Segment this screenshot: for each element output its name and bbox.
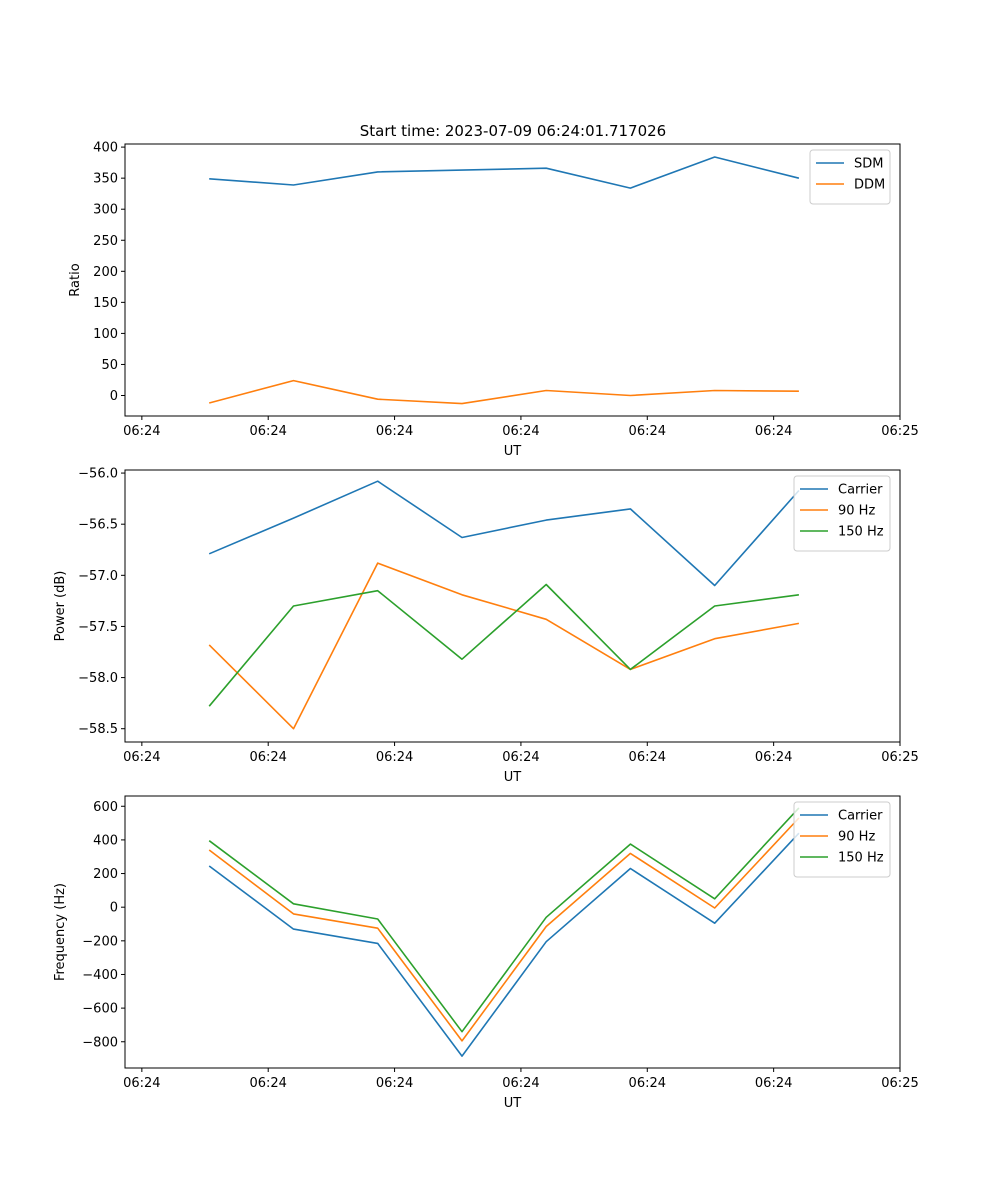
y-tick-label: 400 xyxy=(93,833,118,848)
legend: Carrier 90 Hz 150 Hz xyxy=(793,801,891,878)
x-tick-label: 06:24 xyxy=(376,750,413,765)
x-tick-label: 06:24 xyxy=(755,1076,792,1091)
y-tick-label: −57.5 xyxy=(78,620,118,635)
x-tick-label: 06:24 xyxy=(123,424,160,439)
series-line-carrier xyxy=(208,480,800,587)
x-tick-label: 06:24 xyxy=(123,750,160,765)
x-tick-label: 06:24 xyxy=(249,424,286,439)
x-tick-label: 06:24 xyxy=(376,1076,413,1091)
x-tick-label: 06:24 xyxy=(755,424,792,439)
x-tick-label: 06:24 xyxy=(502,1076,539,1091)
y-tick-label: 350 xyxy=(93,172,118,187)
x-tick-label: 06:24 xyxy=(502,750,539,765)
x-tick-label: 06:25 xyxy=(881,1076,918,1091)
y-tick-label: 0 xyxy=(110,389,118,404)
y-tick-label: −200 xyxy=(82,934,118,949)
series-line-150-hz xyxy=(208,807,800,1033)
x-axis-label: UT xyxy=(504,444,522,459)
plot-frame xyxy=(124,795,901,1069)
series-line-carrier xyxy=(208,832,800,1057)
y-tick-label: 50 xyxy=(101,358,118,373)
panel-3: −800 −600 −400 −200 0 200 400 600 06:24 06:24 06:2… xyxy=(53,795,919,1111)
y-tick-label: −57.0 xyxy=(78,569,118,584)
y-tick-label: −58.0 xyxy=(78,671,118,686)
x-tick-label: 06:24 xyxy=(629,750,666,765)
y-tick-label: 300 xyxy=(93,203,118,218)
x-axis-label: UT xyxy=(504,770,522,785)
y-tick-label: −800 xyxy=(82,1035,118,1050)
x-tick-label: 06:25 xyxy=(881,424,918,439)
x-axis-label: UT xyxy=(504,1096,522,1111)
y-tick-label: −56.5 xyxy=(78,518,118,533)
x-tick-label: 06:24 xyxy=(502,424,539,439)
plot-frame xyxy=(124,143,901,417)
panel-1: 0 50 100 150 200 250 300 350 400 06:24 06:24 06:24 0… xyxy=(68,141,919,459)
y-tick-label: 100 xyxy=(93,327,118,342)
series-line-ddm xyxy=(208,379,799,405)
y-tick-label: −58.5 xyxy=(78,722,118,737)
x-tick-label: 06:24 xyxy=(249,1076,286,1091)
y-axis-label: Power (dB) xyxy=(53,571,68,642)
legend-label: 150 Hz xyxy=(838,851,884,866)
plot-frame xyxy=(124,469,901,743)
legend-label: Carrier xyxy=(838,483,883,498)
panel-2: −58.5 −58.0 −57.5 −57.0 −56.5 −56.0 06:24 06:24… xyxy=(53,467,919,785)
y-axis-label: Frequency (Hz) xyxy=(53,883,68,981)
y-tick-label: 250 xyxy=(93,234,118,249)
figure-title: Start time: 2023-07-09 06:24:01.717026 xyxy=(360,122,666,140)
x-tick-label: 06:24 xyxy=(249,750,286,765)
y-axis-label: Ratio xyxy=(68,263,83,296)
legend-label: DDM xyxy=(854,178,885,193)
series-line-sdm xyxy=(209,156,800,189)
legend: Carrier 90 Hz 150 Hz xyxy=(793,475,891,552)
series-line-90-hz xyxy=(208,562,800,730)
y-tick-label: 150 xyxy=(93,296,118,311)
y-tick-label: 600 xyxy=(93,800,118,815)
y-tick-label: −600 xyxy=(82,1002,118,1017)
legend-frame xyxy=(793,801,891,878)
x-tick-label: 06:25 xyxy=(881,750,918,765)
legend-label: 150 Hz xyxy=(838,525,884,540)
y-tick-label: 400 xyxy=(93,141,118,156)
x-tick-label: 06:24 xyxy=(755,750,792,765)
y-tick-label: 200 xyxy=(93,867,118,882)
series-line-150-hz xyxy=(208,583,800,707)
x-tick-label: 06:24 xyxy=(123,1076,160,1091)
legend-frame xyxy=(793,475,891,552)
series-line-90-hz xyxy=(208,817,800,1042)
legend-label: Carrier xyxy=(838,809,883,824)
legend-label: SDM xyxy=(854,157,883,172)
x-tick-label: 06:24 xyxy=(376,424,413,439)
y-tick-label: 0 xyxy=(110,901,118,916)
x-tick-label: 06:24 xyxy=(629,424,666,439)
legend-label: 90 Hz xyxy=(838,830,875,845)
x-tick-label: 06:24 xyxy=(629,1076,666,1091)
y-tick-label: −400 xyxy=(82,968,118,983)
y-tick-label: 200 xyxy=(93,265,118,280)
y-tick-label: −56.0 xyxy=(78,467,118,482)
legend: SDM DDM xyxy=(809,149,891,205)
legend-label: 90 Hz xyxy=(838,504,875,519)
